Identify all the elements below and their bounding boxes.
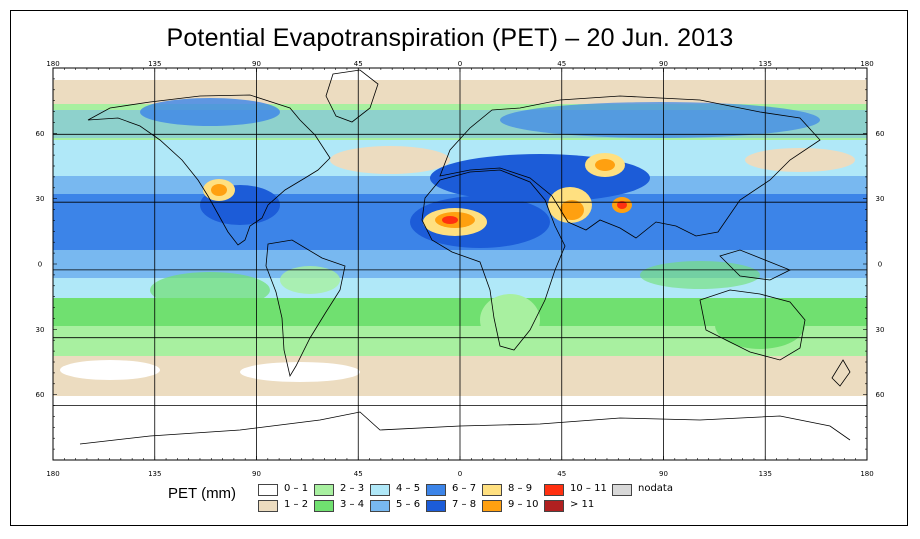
legend-swatch: [544, 484, 564, 496]
legend-label: nodata: [638, 483, 673, 494]
top-lon-label: 135: [148, 60, 161, 68]
legend-label: 9 – 10: [508, 499, 539, 510]
hotspot-arabia-core: [560, 200, 584, 220]
greenland-coast: [325, 69, 379, 123]
legend-swatch: [258, 500, 278, 512]
top-lon-label: 90: [252, 60, 261, 68]
bottom-lon-label: 180: [860, 470, 873, 478]
legend-label: 1 – 2: [284, 499, 309, 510]
canada-blue: [140, 98, 280, 126]
legend-swatch: [426, 500, 446, 512]
bottom-lon-label: 90: [252, 470, 261, 478]
tick-labels: 180 180 135 135 90 90 45 45 0 0 45 45 90 90 135 135 180 1…: [36, 60, 885, 478]
hotspot-pakistan-core: [617, 201, 627, 209]
minor-ticks: [52, 67, 868, 461]
bottom-lon-label: 45: [557, 470, 566, 478]
legend-swatch: [482, 484, 502, 496]
right-lat-label: 30: [876, 195, 885, 203]
hotspot-us-sw-core: [211, 184, 227, 196]
legend-label: 7 – 8: [452, 499, 477, 510]
legend-swatch: [314, 484, 334, 496]
legend-swatch: [426, 484, 446, 496]
left-lat-label: 30: [36, 195, 45, 203]
legend-label: 10 – 11: [570, 483, 607, 494]
hotspot-sahara-peak: [442, 216, 458, 224]
top-lon-label: 90: [659, 60, 668, 68]
legend-swatch: [482, 500, 502, 512]
eurasia-coast: [439, 95, 821, 239]
legend-label: 6 – 7: [452, 483, 477, 494]
page-title: Potential Evapotranspiration (PET) – 20 …: [166, 24, 734, 52]
legend-label: 5 – 6: [396, 499, 421, 510]
top-lon-label: 180: [860, 60, 873, 68]
legend-title: PET (mm): [168, 485, 237, 502]
legend-label: 8 – 9: [508, 483, 533, 494]
siberia-blue: [500, 102, 820, 138]
indonesia-green: [640, 261, 760, 289]
legend-swatch: [544, 500, 564, 512]
hotspot-central-asia-core: [595, 159, 615, 171]
amazon-green: [280, 266, 340, 294]
legend-swatch: [612, 484, 632, 496]
australia-coast: [699, 289, 806, 361]
south-atlantic-white: [240, 362, 360, 382]
sa-pacific-green: [150, 272, 270, 308]
figure-frame: [10, 10, 908, 526]
right-lat-label: 60: [876, 130, 885, 138]
australia-green: [715, 301, 805, 349]
top-lon-label: 45: [557, 60, 566, 68]
south-america-coast: [265, 239, 346, 378]
top-lon-label: 45: [354, 60, 363, 68]
legend-label: 2 – 3: [340, 483, 365, 494]
top-lon-label: 180: [46, 60, 59, 68]
bottom-lon-label: 180: [46, 470, 59, 478]
legend-swatch: [258, 484, 278, 496]
right-lat-label: 60: [876, 391, 885, 399]
bottom-lon-label: 135: [148, 470, 161, 478]
southern-africa-green: [480, 294, 540, 346]
new-zealand-coast: [831, 359, 851, 387]
top-lon-label: 0: [458, 60, 462, 68]
legend-label: 4 – 5: [396, 483, 421, 494]
left-lat-label: 0: [38, 261, 42, 269]
left-lat-label: 60: [36, 130, 45, 138]
bottom-lon-label: 45: [354, 470, 363, 478]
pacific-tan: [745, 148, 855, 172]
right-lat-label: 0: [878, 261, 882, 269]
legend-label: > 11: [570, 499, 595, 510]
right-lat-label: 30: [876, 326, 885, 334]
legend-swatch: [370, 484, 390, 496]
atlantic-tan: [330, 146, 450, 174]
left-lat-label: 30: [36, 326, 45, 334]
south-pacific-white: [60, 360, 160, 380]
legend-swatch: [370, 500, 390, 512]
top-lon-label: 135: [759, 60, 772, 68]
africa-coast: [421, 169, 566, 351]
legend-label: 0 – 1: [284, 483, 309, 494]
bottom-lon-label: 90: [659, 470, 668, 478]
bottom-lon-label: 0: [458, 470, 462, 478]
bottom-lon-label: 135: [759, 470, 772, 478]
graticule: [53, 68, 867, 460]
left-lat-label: 60: [36, 391, 45, 399]
legend-label: 3 – 4: [340, 499, 365, 510]
legend-swatch: [314, 500, 334, 512]
